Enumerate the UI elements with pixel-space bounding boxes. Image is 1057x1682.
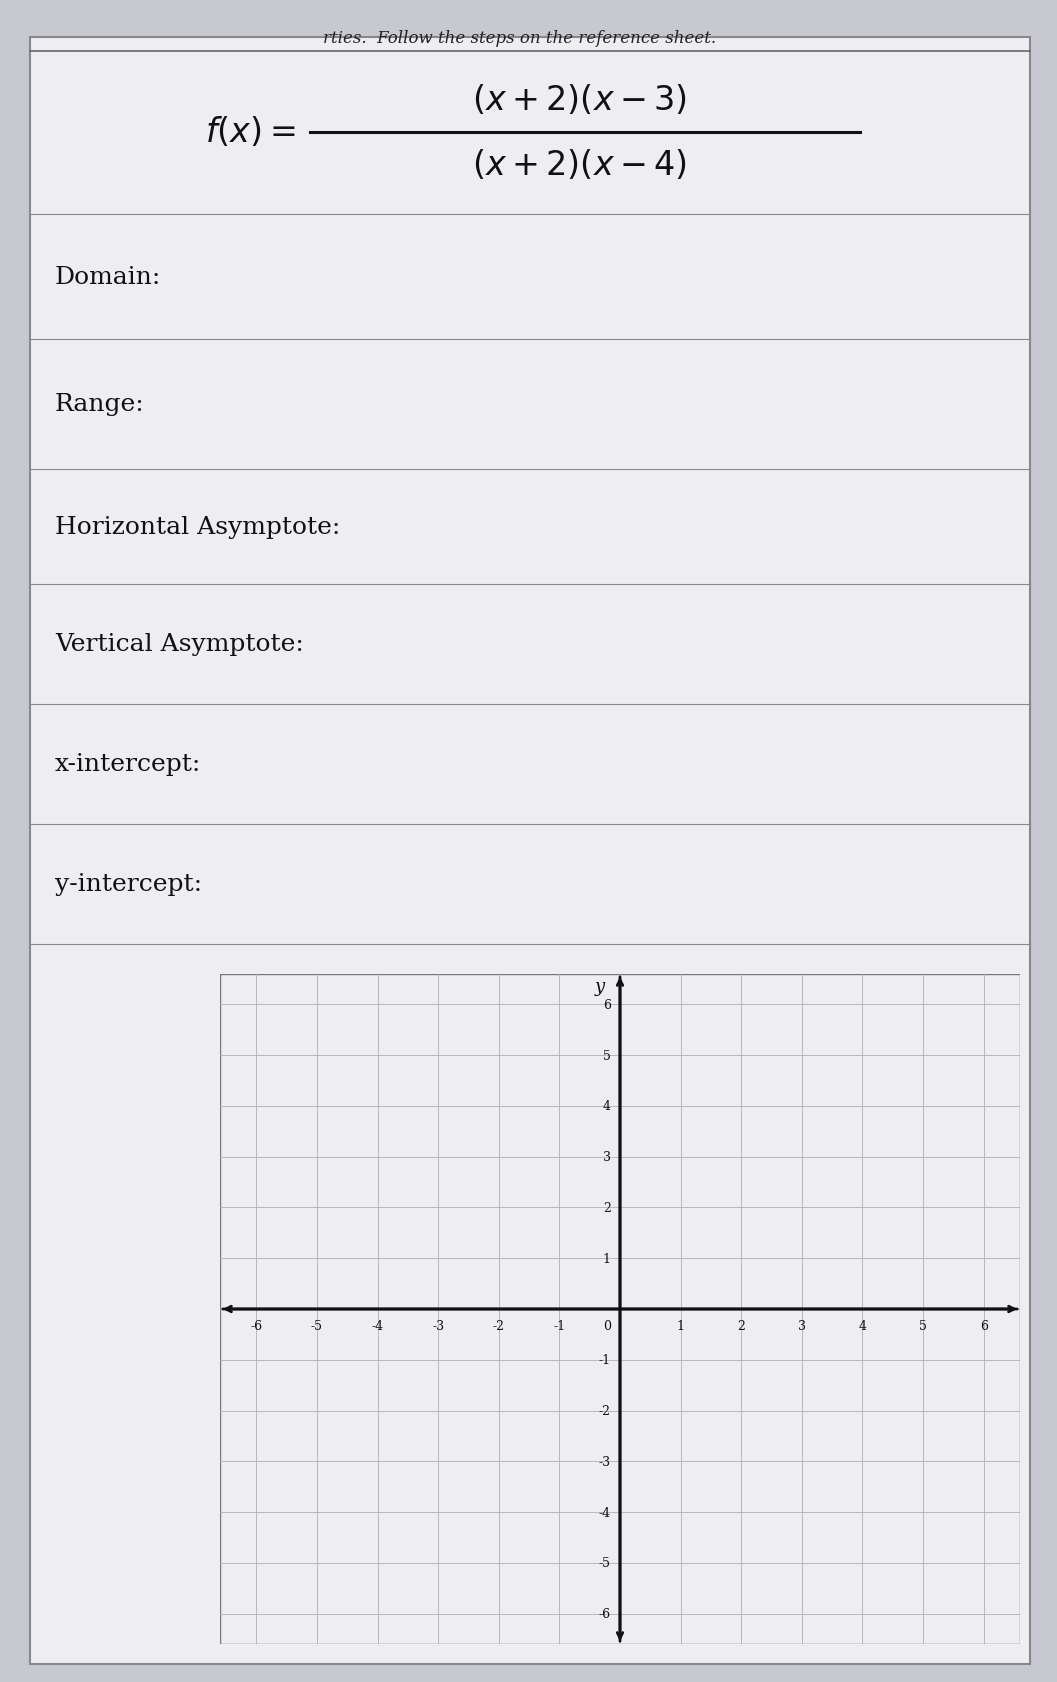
Text: rties.  Follow the steps on the reference sheet.: rties. Follow the steps on the reference…: [323, 30, 717, 47]
Text: y: y: [595, 977, 605, 996]
Text: 1: 1: [676, 1319, 685, 1332]
Text: -2: -2: [493, 1319, 505, 1332]
FancyBboxPatch shape: [30, 39, 1030, 1663]
Text: 3: 3: [602, 1150, 611, 1164]
Text: 5: 5: [604, 1050, 611, 1061]
Text: -2: -2: [599, 1404, 611, 1418]
Text: Horizontal Asymptote:: Horizontal Asymptote:: [55, 516, 340, 538]
Text: x-intercept:: x-intercept:: [55, 754, 202, 775]
Text: y-intercept:: y-intercept:: [55, 873, 202, 897]
Text: 4: 4: [602, 1100, 611, 1113]
Text: -6: -6: [598, 1606, 611, 1620]
Text: -6: -6: [251, 1319, 262, 1332]
Text: Range:: Range:: [55, 394, 145, 415]
Text: -3: -3: [432, 1319, 444, 1332]
Text: Domain:: Domain:: [55, 266, 162, 289]
Text: 2: 2: [738, 1319, 745, 1332]
Text: 5: 5: [920, 1319, 927, 1332]
Text: -5: -5: [599, 1556, 611, 1569]
Text: 6: 6: [602, 999, 611, 1011]
Text: 4: 4: [858, 1319, 867, 1332]
Text: Vertical Asymptote:: Vertical Asymptote:: [55, 632, 303, 656]
Text: 3: 3: [798, 1319, 805, 1332]
Text: -4: -4: [371, 1319, 384, 1332]
Text: 0: 0: [602, 1319, 611, 1332]
Text: -1: -1: [553, 1319, 565, 1332]
Text: $(x + 2)(x - 3)$: $(x + 2)(x - 3)$: [472, 82, 687, 118]
Text: -5: -5: [311, 1319, 323, 1332]
Text: -3: -3: [598, 1455, 611, 1468]
Text: 2: 2: [604, 1201, 611, 1214]
Text: 1: 1: [602, 1251, 611, 1265]
Text: $(x + 2)(x - 4)$: $(x + 2)(x - 4)$: [472, 148, 687, 182]
Text: -4: -4: [598, 1505, 611, 1519]
Text: -1: -1: [598, 1354, 611, 1366]
Text: 6: 6: [980, 1319, 987, 1332]
Text: $f(x) =$: $f(x) =$: [205, 114, 295, 150]
